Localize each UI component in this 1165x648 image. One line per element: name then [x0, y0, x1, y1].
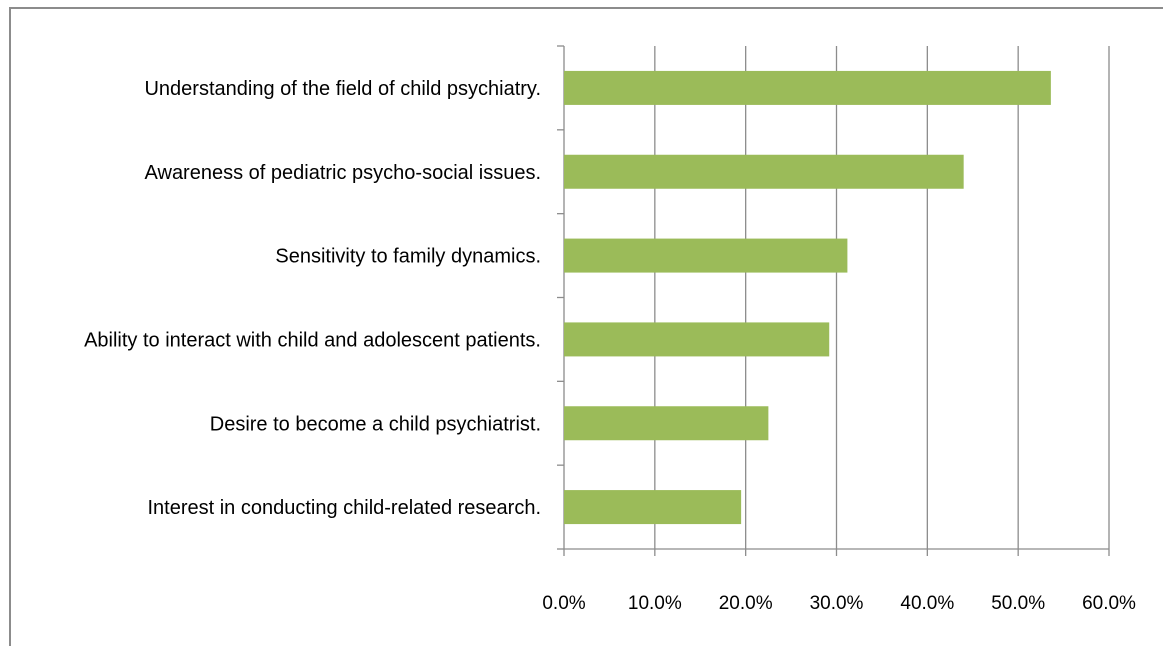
x-tick-label: 30.0% — [810, 593, 864, 614]
bar — [564, 490, 742, 525]
x-tick-label: 60.0% — [1082, 593, 1136, 614]
category-label: Understanding of the field of child psyc… — [144, 78, 541, 100]
x-tick-label: 20.0% — [719, 593, 773, 614]
category-label: Awareness of pediatric psycho-social iss… — [145, 162, 541, 184]
bar — [564, 238, 848, 273]
x-tick-label: 0.0% — [542, 593, 585, 614]
x-tick-label: 40.0% — [900, 593, 954, 614]
bar — [564, 406, 769, 441]
category-label: Interest in conducting child-related res… — [147, 497, 541, 519]
bar — [564, 154, 964, 189]
category-label: Ability to interact with child and adole… — [84, 329, 541, 351]
x-tick-label: 50.0% — [991, 593, 1045, 614]
x-tick-label: 10.0% — [628, 593, 682, 614]
category-label: Desire to become a child psychiatrist. — [210, 413, 541, 435]
bar — [564, 322, 830, 357]
bar — [564, 70, 1051, 105]
category-label: Sensitivity to family dynamics. — [275, 246, 541, 268]
